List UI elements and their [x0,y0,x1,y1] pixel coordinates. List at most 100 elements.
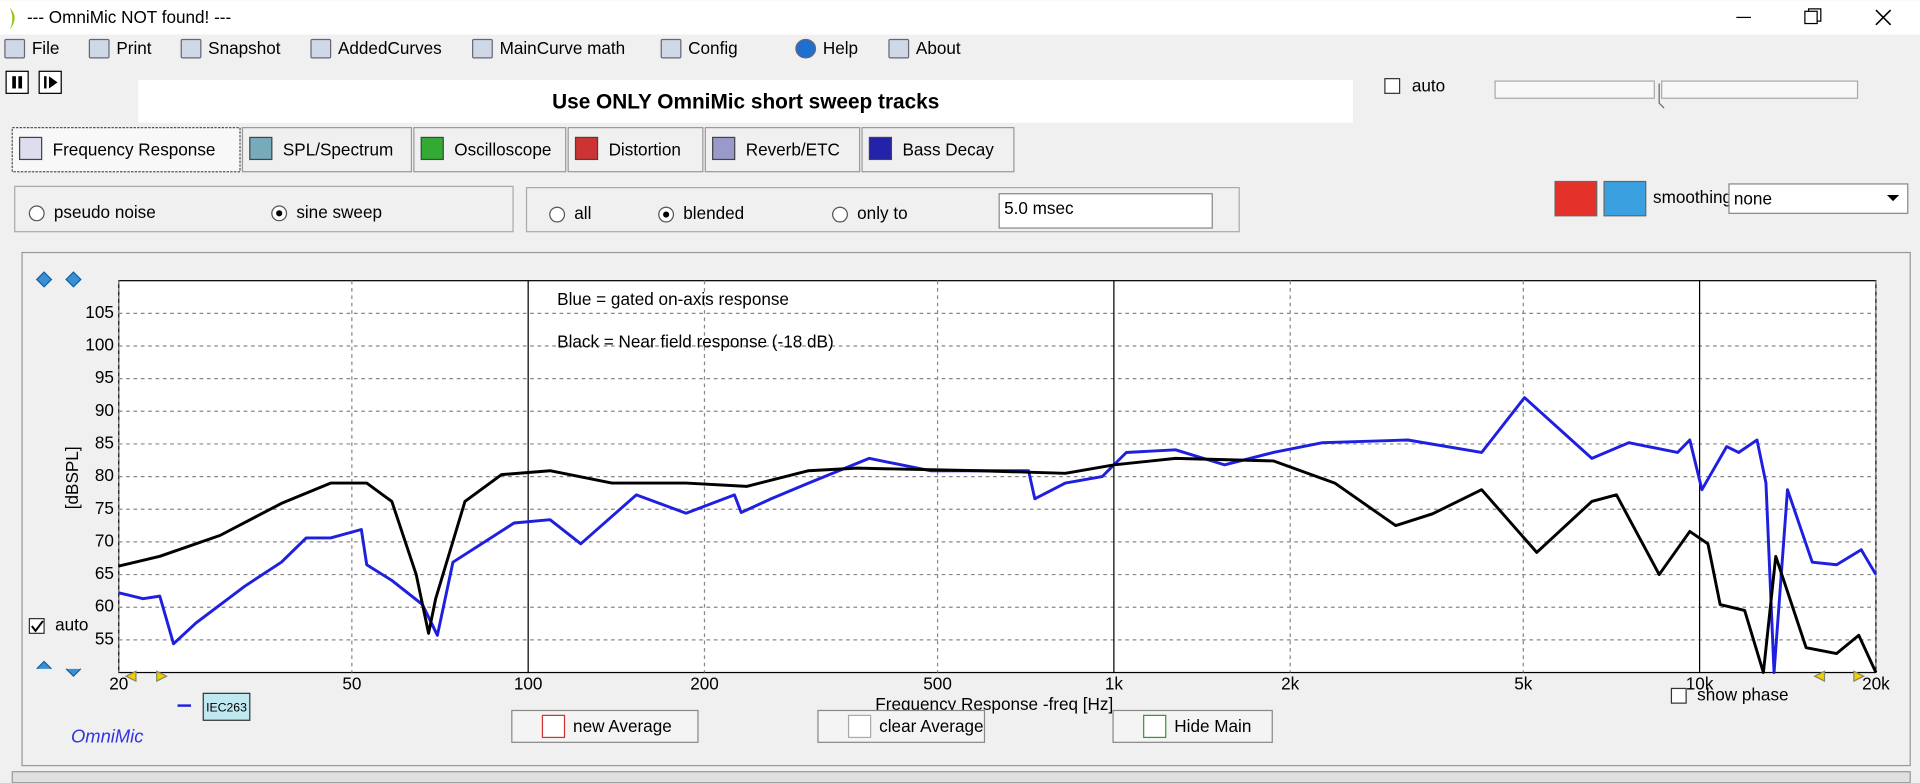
window-title: --- OmniMic NOT found! --- [27,7,231,27]
menu-icon [88,38,110,59]
smoothing-value: none [1734,188,1772,208]
button[interactable] [817,709,986,743]
tab-icon [712,136,736,161]
y-tick-label: 55 [95,628,114,648]
pause-button[interactable] [5,70,29,94]
y-tick-label: 95 [95,367,114,387]
x-tick-label: 50 [342,673,361,693]
tab-icon [249,136,273,161]
button-icon [1143,714,1167,739]
radio-dot [276,210,283,217]
slider-thumb[interactable] [1658,83,1665,109]
smoothing-label: smoothing [1653,187,1732,207]
radio[interactable] [549,206,566,223]
tab-label: Frequency Response [53,139,216,159]
time-value: 5.0 msec [1004,198,1074,218]
tab-icon [420,136,444,161]
zoom-icons[interactable] [35,271,82,678]
x-tick-label: 500 [923,673,952,693]
x-tick-label: 10k [1686,673,1714,693]
radio[interactable] [28,205,45,222]
y-tick-label: 65 [95,563,114,583]
tab-icon [18,136,43,161]
y-tick-label: 90 [95,400,114,420]
tab[interactable] [11,127,241,173]
button-icon [847,714,872,739]
menu-item[interactable]: File [32,38,60,58]
menu-icon [888,38,910,59]
radio-label: blended [683,203,744,223]
app-icon [9,7,15,30]
tab-label: SPL/Spectrum [283,139,393,159]
top-auto-label: auto [1412,76,1445,96]
y-tick-label: 100 [85,335,114,355]
restore[interactable] [1804,8,1822,25]
x-axis-label: Frequency Response -freq [Hz] [875,694,1113,714]
menu-icon [795,38,817,59]
menu-item[interactable]: Snapshot [208,38,281,58]
curve-tag: IEC263 [206,700,247,714]
radio-label: all [574,203,591,223]
radio-label: sine sweep [296,202,382,222]
button-label: Hide Main [1174,716,1251,736]
button[interactable] [1112,709,1273,743]
series-line [118,456,1878,674]
y-tick-label: 85 [95,432,114,452]
x-tick-label: 200 [690,673,719,693]
tab-label: Reverb/ETC [746,139,840,159]
radio-label: only to [857,203,907,223]
menu-item[interactable]: AddedCurves [338,38,442,58]
menu-icon [472,38,493,59]
time-input[interactable] [998,193,1213,229]
y-tick-label: 60 [95,596,114,616]
x-tick-label: 1k [1105,673,1124,693]
brand: OmniMic [71,725,143,746]
y-axis-label: [dBSPL] [62,446,82,509]
x-tick-label: 20k [1862,673,1890,693]
close[interactable] [1875,9,1892,26]
check-mark [31,620,44,633]
radio-dot [663,211,670,218]
menu-item[interactable]: Config [688,38,738,58]
color-map-button[interactable] [1554,180,1598,217]
tab-icon [574,136,599,161]
auto-label: auto [55,615,88,635]
menu-item[interactable]: Help [823,38,858,58]
menu-item[interactable]: About [916,38,961,58]
waterfall-button[interactable] [1603,180,1647,217]
menu-item[interactable]: MainCurve math [500,38,626,58]
x-tick-label: 20 [109,673,128,693]
tab-label: Distortion [609,139,681,159]
y-tick-label: 70 [95,530,114,550]
title-bar [0,0,1920,35]
top-auto-checkbox[interactable] [1384,78,1401,94]
menu-icon [310,38,332,59]
smoothing-select[interactable] [1728,183,1909,214]
tab-icon [868,136,893,161]
x-tick-label: 100 [514,673,543,693]
range-handles[interactable] [124,670,1866,683]
menu-icon [180,38,202,59]
curve-tag-box[interactable] [202,692,251,721]
tab-label: Bass Decay [902,139,994,159]
y-tick-label: 75 [95,498,114,518]
slider[interactable] [1494,80,1655,99]
button-icon [541,714,566,739]
show-phase-checkbox[interactable] [1670,687,1687,704]
gating-group [525,187,1240,233]
x-tick-label: 5k [1514,673,1533,693]
annotation: Black = Near field response (-18 dB) [557,332,834,352]
radio[interactable] [832,206,848,223]
x-tick-label: 2k [1281,673,1300,693]
menu-item[interactable]: Print [116,38,151,58]
excitation-group [14,185,514,233]
menu-icon [660,38,682,59]
tab-label: Oscilloscope [454,139,551,159]
message: Use ONLY OmniMic short sweep tracks [552,91,939,114]
annotation: Blue = gated on-axis response [557,289,789,309]
slider[interactable] [1661,80,1859,99]
auto-checkbox[interactable] [28,618,45,634]
play-button[interactable] [38,70,62,94]
menu-icon [4,38,26,59]
